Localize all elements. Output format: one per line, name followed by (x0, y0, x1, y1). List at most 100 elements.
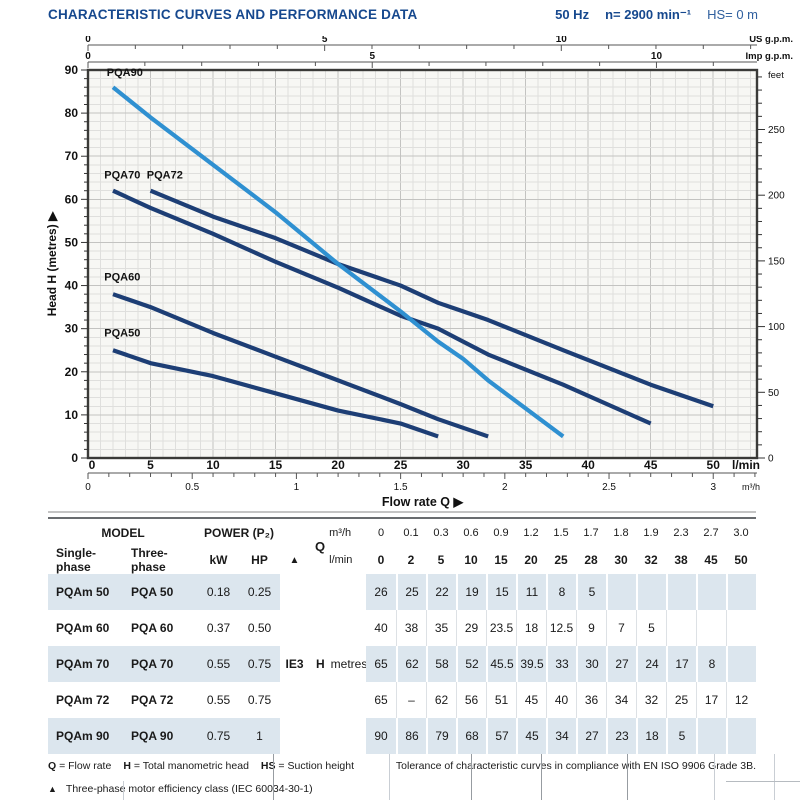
head-value-cell: 25 (666, 682, 696, 718)
m3h-value-header: 2.7 (703, 526, 719, 539)
tick-label: 10 (556, 36, 568, 45)
kw-cell: 0.18 (198, 574, 239, 610)
lmin-value-header: 45 (704, 553, 718, 567)
head-value-cell: 56 (456, 682, 486, 718)
m3h-value-header: 0.9 (493, 526, 509, 539)
suction-height-label: HS= 0 m (707, 7, 758, 22)
tick-label: 0.5 (185, 482, 199, 493)
model-single-cell: PQAm 72 (56, 693, 110, 707)
footnote-row: Q = Flow rate H = Total manometric head HS… (48, 760, 756, 772)
hp-header: HP (251, 553, 268, 567)
tick-label: 10 (206, 458, 220, 472)
head-value-cell: 7 (606, 610, 636, 646)
lmin-value-header: 10 (464, 553, 478, 567)
head-value-cell: 79 (426, 718, 456, 754)
m3h-value-header: 1.2 (523, 526, 539, 539)
q-symbol: Q (315, 539, 326, 554)
kw-cell: 0.37 (206, 621, 231, 635)
curve-PQA50 (112, 348, 439, 439)
head-value-cell (696, 610, 726, 646)
hp-cell: 0.50 (247, 621, 272, 635)
head-value-cell: 51 (486, 682, 516, 718)
head-value-cell: – (396, 682, 426, 718)
legend-item: HS = Suction height (260, 760, 355, 772)
axis-unit-label: Imp g.p.m. (746, 51, 794, 62)
legend-term: Q (48, 760, 57, 772)
table-vline (471, 754, 472, 800)
plot-frame (86, 68, 759, 460)
top-axis-usgpm: 0 5 10 US g.p.m. (85, 36, 793, 51)
head-value-cell: 35 (426, 610, 456, 646)
model-three-cell: PQA 90 (123, 718, 198, 754)
curve-PQA90 (111, 85, 565, 439)
h-symbol: H (316, 657, 325, 671)
tick-label: 35 (519, 458, 533, 472)
table-vline (627, 754, 628, 800)
efficiency-class-header: ▲ (289, 554, 300, 566)
m3h-value-header: 1.8 (613, 526, 629, 539)
top-axis-impgpm: 0 5 10 Imp g.p.m. (85, 51, 793, 68)
performance-data-table: MODEL Single-phase Three-phase POWER (P₂) kW… (48, 517, 800, 800)
kw-cell: 0.75 (198, 718, 239, 754)
head-value-cell: 45 (516, 682, 546, 718)
left-axis-metres: 0 10 20 30 40 50 60 70 80 90 Head H (metres) ▶ (45, 63, 88, 465)
tick-label: 25 (394, 458, 408, 472)
model-three-cell: PQA 70 (123, 646, 198, 682)
hp-cell: 1 (239, 718, 280, 754)
m3h-value-header: 0 (377, 526, 385, 539)
m3h-value-header: 0.1 (403, 526, 419, 539)
tick-label: 30 (65, 322, 79, 336)
hp-cell: 0.25 (239, 574, 280, 610)
lmin-value-header: 50 (734, 553, 748, 567)
head-value-cell: 36 (576, 682, 606, 718)
page-header: CHARACTERISTIC CURVES AND PERFORMANCE DA… (48, 7, 758, 23)
curve-PQA72 (149, 188, 714, 409)
bottom-axis-m3h: 0 0.5 1 1.5 2 2.5 3 m³/h (85, 472, 760, 493)
tick-label: 90 (65, 63, 79, 77)
y-axis-title: Head H (metres) ▶ (45, 211, 59, 316)
tick-label: 3 (710, 482, 716, 493)
m3h-value-header: 1.5 (553, 526, 569, 539)
tick-label: 15 (269, 458, 283, 472)
head-value-cell: 90 (366, 718, 396, 754)
model-single-cell: PQAm 60 (56, 621, 110, 635)
legend-item: H = Total manometric head (123, 760, 249, 772)
m3h-value-header: 3.0 (733, 526, 749, 539)
tick-label: 5 (147, 458, 154, 472)
axis-unit-label: l/min (732, 458, 760, 472)
curve-label-PQA50: PQA50 (104, 327, 140, 339)
tick-label: 60 (65, 192, 79, 206)
head-value-cell: 58 (426, 646, 456, 682)
lmin-value-header: 25 (554, 553, 568, 567)
head-value-cell (726, 574, 756, 610)
head-value-cell: 45.5 (486, 646, 516, 682)
head-value-cell: 24 (636, 646, 666, 682)
m3h-value-header: 1.7 (583, 526, 599, 539)
head-value-cell: 34 (546, 718, 576, 754)
head-value-cell: 12.5 (546, 610, 576, 646)
page-title: CHARACTERISTIC CURVES AND PERFORMANCE DA… (48, 7, 418, 22)
model-header: MODEL (101, 525, 145, 540)
bottom-axis-lmin: 0 5 10 15 20 25 30 35 40 45 50 l/min (89, 458, 760, 472)
table-vline (389, 754, 390, 800)
x-axis-title: Flow rate Q ▶ (382, 495, 465, 509)
curve-label-PQA90: PQA90 (107, 67, 143, 79)
curve-PQA70 (112, 188, 652, 426)
head-value-cell (636, 574, 666, 610)
head-value-cell: 34 (606, 682, 636, 718)
head-value-cell: 18 (636, 718, 666, 754)
model-single-cell: PQAm 50 (48, 574, 123, 610)
operating-conditions: 50 Hz n= 2900 min⁻¹ HS= 0 m (555, 7, 758, 23)
head-value-cell: 30 (576, 646, 606, 682)
model-single-cell: PQAm 90 (48, 718, 123, 754)
head-value-cell: 5 (576, 574, 606, 610)
tick-label: 45 (644, 458, 658, 472)
head-value-cell: 65 (374, 693, 388, 707)
tick-label: 80 (65, 106, 79, 120)
m3h-value-header: 0.3 (433, 526, 449, 539)
lmin-value-header: 32 (644, 553, 658, 567)
tick-label: 1 (294, 482, 300, 493)
head-value-cell: 17 (666, 646, 696, 682)
axis-unit-label: US g.p.m. (749, 36, 793, 45)
